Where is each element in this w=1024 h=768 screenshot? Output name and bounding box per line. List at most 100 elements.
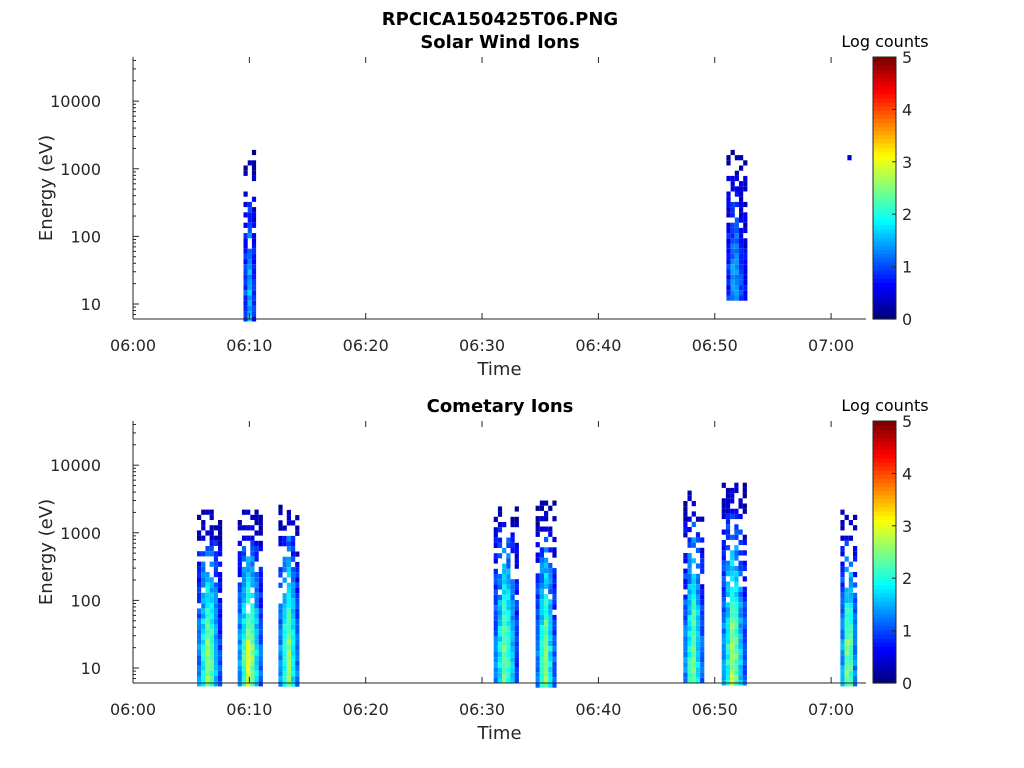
- heatmap-cell: [687, 615, 692, 621]
- heatmap-cell: [237, 676, 242, 682]
- heatmap-cell: [291, 582, 296, 588]
- heatmap-cell: [291, 650, 296, 656]
- heatmap-cell: [258, 681, 263, 687]
- heatmap-cell: [548, 505, 553, 511]
- heatmap-cell: [237, 644, 242, 650]
- colorbar-segment: [873, 560, 896, 565]
- heatmap-cell: [691, 677, 696, 683]
- heatmap-cell: [218, 520, 223, 526]
- heatmap-cell: [743, 175, 748, 182]
- heatmap-cell: [251, 149, 257, 156]
- heatmap-cell: [282, 535, 287, 542]
- colorbar-segment: [873, 114, 896, 119]
- heatmap-cell: [241, 624, 247, 630]
- heatmap-cell: [742, 565, 747, 572]
- heatmap-cell: [278, 525, 283, 531]
- heatmap-cell: [700, 599, 705, 605]
- heatmap-cell: [700, 672, 705, 678]
- heatmap-cell: [502, 610, 507, 616]
- heatmap-cell: [725, 493, 731, 499]
- heatmap-cell: [250, 525, 255, 531]
- heatmap-cell: [282, 561, 287, 568]
- colorbar-segment: [873, 511, 896, 516]
- colorbar-tick-label: 0: [902, 674, 912, 693]
- heatmap-cell: [254, 676, 259, 682]
- heatmap-cell: [506, 594, 511, 600]
- heatmap-cell: [695, 537, 701, 543]
- heatmap-cell: [497, 594, 503, 600]
- x-tick-label: 06:30: [459, 700, 505, 719]
- heatmap-cell: [725, 565, 731, 572]
- heatmap-cell: [548, 672, 553, 678]
- heatmap-cell: [209, 582, 214, 588]
- heatmap-cell: [738, 633, 743, 639]
- heatmap-cell: [250, 561, 255, 567]
- heatmap-cell: [848, 587, 853, 593]
- heatmap-cell: [742, 628, 747, 634]
- heatmap-cell: [695, 657, 701, 663]
- heatmap-cell: [502, 626, 507, 632]
- colorbar-segment: [873, 241, 896, 246]
- heatmap-cell: [218, 587, 223, 593]
- heatmap-cell: [687, 651, 692, 657]
- heatmap-cell: [687, 584, 692, 590]
- heatmap-cell: [250, 535, 255, 541]
- heatmap-cell: [197, 572, 202, 578]
- heatmap-cell: [258, 525, 263, 531]
- heatmap-cell: [291, 593, 296, 599]
- heatmap-cell: [687, 490, 692, 496]
- heatmap-cell: [251, 248, 257, 254]
- heatmap-cell: [739, 196, 744, 202]
- heatmap-cell: [700, 641, 705, 647]
- heatmap-cell: [291, 655, 296, 661]
- heatmap-cell: [544, 640, 549, 647]
- heatmap-cell: [201, 681, 206, 687]
- heatmap-cell: [544, 677, 549, 683]
- heatmap-cell: [201, 509, 206, 515]
- heatmap-cell: [243, 191, 248, 197]
- heatmap-cell: [548, 604, 553, 610]
- heatmap-cell: [197, 608, 202, 614]
- colorbar-segment: [873, 130, 896, 136]
- heatmap-cell: [721, 508, 726, 514]
- heatmap-cell: [197, 592, 202, 598]
- heatmap-cell: [730, 253, 735, 260]
- heatmap-cell: [725, 612, 731, 618]
- heatmap-cell: [853, 660, 858, 666]
- heatmap-cell: [493, 667, 498, 673]
- heatmap-cell: [840, 650, 845, 656]
- heatmap-cell: [734, 628, 739, 634]
- heatmap-cell: [510, 620, 515, 626]
- heatmap-cell: [695, 651, 701, 657]
- colorbar-segment: [873, 457, 896, 463]
- heatmap-cell: [734, 290, 739, 296]
- heatmap-cell: [535, 640, 540, 647]
- heatmap-cells: [243, 149, 852, 322]
- heatmap-cell: [739, 217, 744, 223]
- heatmap-cell: [218, 540, 223, 546]
- heatmap-cell: [848, 582, 853, 588]
- heatmap-cell: [734, 664, 739, 670]
- heatmap-cell: [738, 638, 743, 644]
- heatmap-cell: [205, 603, 210, 609]
- heatmap-cell: [687, 589, 692, 595]
- heatmap-cell: [721, 555, 726, 561]
- heatmap-cell: [278, 608, 283, 614]
- heatmap-cell: [250, 634, 255, 640]
- colorbar-segment: [873, 298, 896, 304]
- colorbar-segment: [873, 642, 896, 647]
- heatmap-cell: [254, 629, 259, 635]
- heatmap-cell: [209, 655, 214, 661]
- heatmap-cell: [258, 629, 263, 635]
- heatmap-cell: [247, 248, 252, 254]
- colorbar-tick-label: 4: [902, 464, 912, 483]
- heatmap-cell: [246, 634, 251, 640]
- heatmap-cell: [535, 604, 540, 610]
- heatmap-cell: [734, 513, 739, 520]
- heatmap-cell: [250, 556, 255, 562]
- heatmap-cell: [205, 644, 210, 650]
- heatmap-cell: [258, 660, 263, 666]
- heatmap-cell: [213, 592, 218, 598]
- heatmap-cell: [539, 677, 544, 683]
- heatmap-cell: [726, 243, 731, 249]
